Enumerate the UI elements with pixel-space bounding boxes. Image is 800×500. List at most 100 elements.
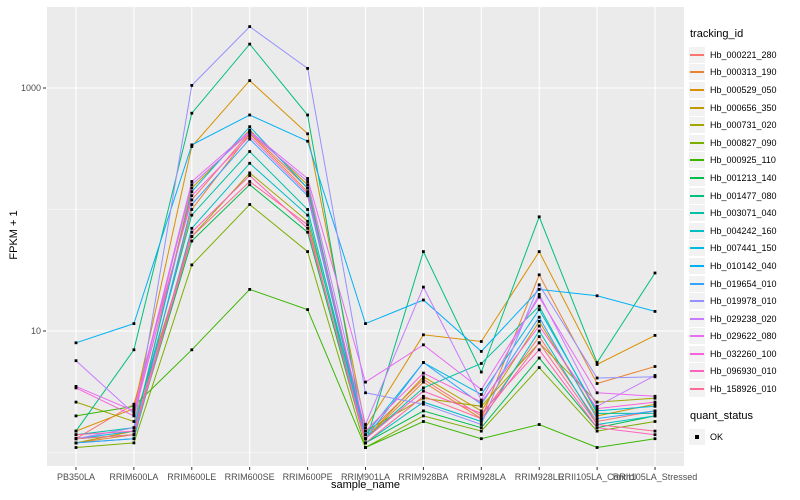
x-tick-label: PB350LA [57,472,95,482]
legend-item-label: Hb_000221_280 [710,49,777,60]
data-point [479,340,483,343]
data-point [479,400,483,404]
legend-item-label: Hb_000529_050 [710,84,777,95]
legend-key-point-icon [689,428,705,445]
legend-item: Hb_029238_020 [689,310,797,328]
data-point [306,308,309,311]
data-point [364,437,367,441]
legend-key-line-icon [689,99,705,116]
data-point [422,361,425,364]
legend-item: Hb_003071_040 [689,204,797,222]
line-swatch-icon [690,388,704,391]
data-point [537,356,541,360]
data-point [190,230,194,234]
legend-title-quant-status: quant_status [690,409,753,422]
data-point [132,429,136,433]
data-point [537,215,541,219]
data-point [364,322,367,325]
legend-item: Hb_029622_080 [689,328,797,346]
legend-key-line-icon [689,222,705,239]
data-point [595,412,599,415]
data-point [653,420,657,423]
data-point [422,396,425,400]
data-point [537,329,541,333]
data-point [248,137,252,141]
legend-item-label: Hb_096930_010 [710,366,777,377]
data-point [479,417,483,420]
data-point [306,223,309,227]
data-point [422,400,425,404]
data-point [422,420,425,423]
data-point [190,143,194,147]
legend-quant-status-block: quant_status OK [689,410,797,446]
legend-title-tracking-id: tracking_id [690,28,744,40]
legend-item: OK [689,428,797,446]
data-point [248,180,252,183]
data-point [422,333,425,337]
x-tick-label: RRIM600LE [167,472,216,482]
data-point [190,213,194,217]
x-tick-label: RRIM928LA [457,472,506,482]
data-point [306,194,309,198]
data-point [653,400,657,404]
data-point [306,230,309,234]
legend-key-line-icon [689,363,705,380]
data-point [537,288,541,291]
data-point [595,376,599,380]
data-point [422,375,425,379]
line-swatch-icon [690,282,704,285]
data-point [248,42,252,46]
data-point [248,150,252,153]
data-point [132,412,136,415]
data-point [132,322,136,325]
data-point [479,402,483,406]
data-point [479,437,483,441]
legend-item-label: Hb_158926_010 [710,384,777,395]
legend-key-line-icon [689,134,705,151]
legend-item-label: Hb_000656_350 [710,102,777,113]
data-point [422,389,425,393]
data-point [132,437,136,441]
y-axis-title: FPKM + 1 [8,210,20,260]
data-point [132,426,136,430]
data-point [595,294,599,298]
data-point [595,361,599,364]
data-point [479,412,483,415]
data-point [595,446,599,449]
data-point [537,320,541,323]
data-point [190,186,194,190]
data-point [306,113,309,117]
line-swatch-icon [690,124,704,127]
data-point [595,414,599,418]
data-point [248,113,252,117]
data-point [306,190,309,194]
data-point [537,341,541,345]
data-point [74,341,78,345]
legend-key-line-icon [689,328,705,345]
data-point [364,426,367,430]
legend-key-line-icon [689,205,705,222]
data-point [537,283,541,287]
data-point [537,315,541,319]
legend-item-label: Hb_001477_080 [710,190,777,201]
legend-key-line-icon [689,81,705,98]
data-point [653,310,657,313]
legend-item-label: Hb_029622_080 [710,331,777,342]
data-point [306,192,309,196]
legend-key-line-icon [689,64,705,81]
data-point [132,433,136,437]
legend-key-line-icon [689,187,705,204]
data-point [595,407,599,410]
data-point [479,426,483,430]
data-point [306,132,309,136]
data-point [595,420,599,423]
legend-item-label: Hb_000731_020 [710,120,777,131]
data-point [537,308,541,311]
data-point [132,402,136,406]
data-point [422,285,425,289]
data-point [537,423,541,426]
data-point [653,396,657,400]
data-point [306,213,309,217]
data-point [248,125,252,129]
legend-item-label: Hb_010142_040 [710,260,777,271]
